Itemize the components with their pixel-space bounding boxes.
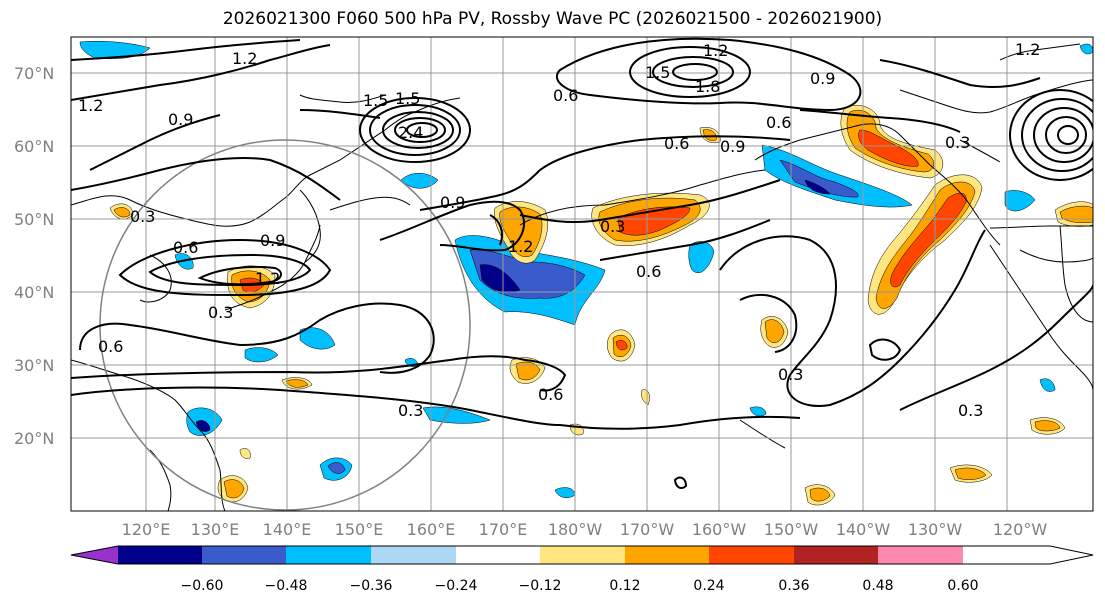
lat-label: 70°N <box>14 64 54 83</box>
lon-label: 160°W <box>692 520 747 539</box>
contour-label: 2.4 <box>398 123 423 142</box>
colorbar-segment <box>963 546 1093 564</box>
contour-label: 1.8 <box>695 77 720 96</box>
contour-label: 0.3 <box>600 217 625 236</box>
lon-label: 170°E <box>479 520 528 539</box>
contour-label: 0.6 <box>664 134 689 153</box>
contour-label: 1.2 <box>255 269 280 288</box>
contour-label: 1.2 <box>703 41 728 60</box>
contour-label: 1.2 <box>1015 40 1040 59</box>
contour-label: 0.3 <box>208 303 233 322</box>
coastlines <box>71 43 1093 511</box>
contour-label: 1.5 <box>395 89 420 108</box>
contour-label-group: 1.2 1.2 1.5 1.8 0.9 0.6 1.5 0.9 0.6 0.6 … <box>78 40 1040 420</box>
lon-label: 130°W <box>908 520 963 539</box>
colorbar-tick: −0.12 <box>519 578 562 594</box>
contour-label: 1.5 <box>363 91 388 110</box>
colorbar-segment <box>456 546 540 564</box>
lat-label: 50°N <box>14 210 54 229</box>
latitude-labels: 70°N 60°N 50°N 40°N 30°N 20°N <box>14 64 54 448</box>
contour-label: 1.5 <box>645 63 670 82</box>
lon-label: 140°W <box>836 520 891 539</box>
colorbar-outline <box>70 545 1094 565</box>
lat-label: 60°N <box>14 137 54 156</box>
colorbar-segment <box>540 546 625 564</box>
colorbar-segment <box>625 546 709 564</box>
colorbar-tick: 0.12 <box>609 578 640 594</box>
contour-label: 1.2 <box>78 96 103 115</box>
contour-label: 0.3 <box>778 365 803 384</box>
lat-label: 30°N <box>14 356 54 375</box>
map-title: 2026021300 F060 500 hPa PV, Rossby Wave … <box>222 9 883 29</box>
colorbar-segment <box>878 546 963 564</box>
contour-label: 1.2 <box>232 49 257 68</box>
colorbar-segment <box>709 546 794 564</box>
pv-contours <box>71 37 1093 489</box>
contour-label: 0.9 <box>720 137 745 156</box>
contour-label: 0.6 <box>636 262 661 281</box>
lon-label: 160°E <box>407 520 456 539</box>
colorbar-tick: 0.48 <box>862 578 893 594</box>
lon-label: 120°W <box>993 520 1048 539</box>
contour-label: 0.6 <box>538 385 563 404</box>
colorbar-tick: −0.24 <box>435 578 478 594</box>
colorbar-tick: −0.36 <box>350 578 393 594</box>
contour-label: 0.6 <box>553 86 578 105</box>
contour-label: 0.9 <box>260 231 285 250</box>
lon-label: 150°W <box>764 520 819 539</box>
colorbar-segment <box>71 546 118 564</box>
colorbar-tick: −0.60 <box>181 578 224 594</box>
lon-label: 140°E <box>263 520 312 539</box>
lon-label: 120°E <box>122 520 171 539</box>
contour-label: 0.9 <box>440 193 465 212</box>
colorbar-segment <box>794 546 878 564</box>
lon-label: 130°E <box>191 520 240 539</box>
contour-label: 0.3 <box>130 207 155 226</box>
lon-label: 170°W <box>620 520 675 539</box>
colorbar-segment <box>371 546 456 564</box>
colorbar-segment <box>118 546 202 564</box>
contour-label: 0.6 <box>98 337 123 356</box>
contour-label: 0.6 <box>766 113 791 132</box>
contour-label: 0.3 <box>398 401 423 420</box>
contour-label: 1.2 <box>508 237 533 256</box>
lon-label: 180°W <box>548 520 603 539</box>
colorbar-tick: 0.24 <box>693 578 724 594</box>
colorbar-tick: 0.36 <box>778 578 809 594</box>
colorbar-tick: −0.48 <box>265 578 308 594</box>
longitude-labels: 120°E 130°E 140°E 150°E 160°E 170°E 180°… <box>122 520 1048 539</box>
colorbar-segment <box>286 546 371 564</box>
colorbar: −0.60 −0.48 −0.36 −0.24 −0.12 0.12 0.24 … <box>70 545 1094 594</box>
lat-label: 40°N <box>14 283 54 302</box>
map-frame <box>70 36 1094 512</box>
lat-label: 20°N <box>14 429 54 448</box>
contour-label: 0.6 <box>173 238 198 257</box>
colorbar-segment <box>202 546 286 564</box>
contour-label: 0.9 <box>168 110 193 129</box>
contour-label: 0.3 <box>958 401 983 420</box>
contour-label: 0.3 <box>945 133 970 152</box>
lon-label: 150°E <box>335 520 384 539</box>
contour-label: 0.9 <box>810 69 835 88</box>
colorbar-tick: 0.60 <box>947 578 978 594</box>
